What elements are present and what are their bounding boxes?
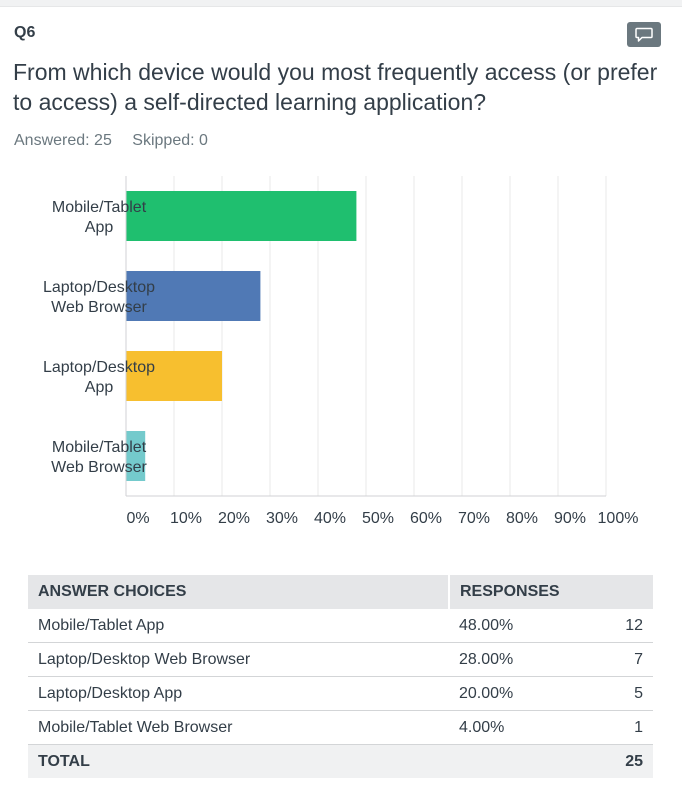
x-tick-label: 90%	[554, 510, 586, 527]
row-count: 5	[584, 676, 653, 711]
x-tick-label: 30%	[266, 510, 298, 527]
x-tick-label: 100%	[598, 510, 639, 527]
total-label: TOTAL	[28, 744, 585, 778]
row-percent: 4.00%	[449, 710, 585, 745]
row-percent: 48.00%	[449, 609, 585, 643]
bar	[126, 271, 261, 321]
answered-count: Answered: 25	[14, 132, 112, 149]
category-label: Mobile/Tablet App	[52, 199, 147, 236]
bar	[126, 191, 357, 241]
category-label: Mobile/Tablet Web Browser	[51, 439, 147, 476]
category-label-line: App	[85, 379, 114, 396]
row-percent: 28.00%	[449, 642, 585, 677]
row-count: 12	[584, 609, 653, 643]
total-row: TOTAL 25	[28, 744, 653, 778]
top-divider	[0, 0, 682, 7]
table-row: Mobile/Tablet App 48.00% 12	[28, 609, 653, 643]
row-count: 7	[584, 642, 653, 677]
bar	[126, 351, 222, 401]
header-answer-choices: ANSWER CHOICES	[28, 575, 449, 609]
skipped-count: Skipped: 0	[132, 132, 208, 149]
x-tick-label: 50%	[362, 510, 394, 527]
response-stats: Answered: 25 Skipped: 0	[14, 132, 224, 150]
question-title: From which device would you most frequen…	[13, 59, 658, 115]
row-choice: Mobile/Tablet Web Browser	[28, 710, 449, 745]
bar-chart: Mobile/Tablet App Laptop/Desktop Web Browse…	[43, 176, 639, 527]
x-tick-label: 40%	[314, 510, 346, 527]
row-choice: Laptop/Desktop App	[28, 676, 449, 711]
comment-icon	[635, 27, 653, 42]
row-percent: 20.00%	[449, 676, 585, 711]
x-tick-label: 60%	[410, 510, 442, 527]
table-row: Laptop/Desktop Web Browser 28.00% 7	[28, 642, 653, 677]
row-count: 1	[584, 710, 653, 745]
x-tick-label: 80%	[506, 510, 538, 527]
row-choice: Mobile/Tablet App	[28, 609, 449, 643]
row-choice: Laptop/Desktop Web Browser	[28, 642, 449, 677]
table-row: Laptop/Desktop App 20.00% 5	[28, 676, 653, 711]
x-tick-label: 10%	[170, 510, 202, 527]
category-label-line: Mobile/Tablet	[52, 439, 147, 456]
x-tick-label: 0%	[126, 510, 149, 527]
total-count: 25	[584, 744, 653, 778]
question-number: Q6	[14, 24, 36, 41]
results-table: ANSWER CHOICES RESPONSES Mobile/Tablet A…	[28, 575, 653, 778]
comment-button[interactable]	[627, 22, 661, 47]
x-tick-label: 20%	[218, 510, 250, 527]
x-tick-label: 70%	[458, 510, 490, 527]
category-label-line: Web Browser	[51, 459, 147, 476]
table-row: Mobile/Tablet Web Browser 4.00% 1	[28, 710, 653, 745]
category-label-line: App	[85, 219, 114, 236]
category-label-line: Laptop/Desktop	[43, 359, 155, 376]
category-label-line: Laptop/Desktop	[43, 279, 155, 296]
category-label-line: Mobile/Tablet	[52, 199, 147, 216]
category-label: Laptop/Desktop App	[43, 359, 155, 396]
header-responses: RESPONSES	[448, 575, 653, 609]
table-header-row: ANSWER CHOICES RESPONSES	[28, 575, 653, 609]
category-label-line: Web Browser	[51, 299, 147, 316]
bar	[126, 431, 146, 481]
category-label: Laptop/Desktop Web Browser	[43, 279, 155, 316]
